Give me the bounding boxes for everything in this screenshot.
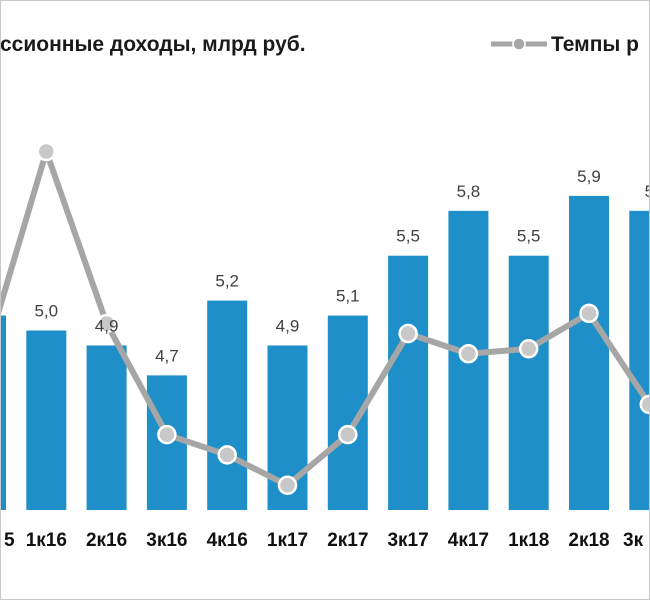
bar-1к18 xyxy=(508,255,549,510)
tick-label-3к16: 3к16 xyxy=(146,530,187,551)
tick-label-4к15: 5 xyxy=(4,530,15,551)
line-point-3к18 xyxy=(639,394,649,415)
growth-line xyxy=(1,148,649,489)
line-point-2к18 xyxy=(579,303,599,324)
value-label-1к17: 4,9 xyxy=(276,316,300,335)
value-label-4к16: 5,2 xyxy=(215,272,239,291)
tick-label-2к18: 2к18 xyxy=(568,530,609,551)
tick-label-3к17: 3к17 xyxy=(387,530,428,551)
value-label-2к18: 5,9 xyxy=(577,167,601,186)
tick-label-1к18: 1к18 xyxy=(508,530,549,551)
tick-label-3к18: 3к xyxy=(623,530,644,551)
bar-2к16 xyxy=(86,345,127,510)
value-label-1к16: 5,0 xyxy=(34,302,58,321)
bar-1к16 xyxy=(26,330,67,510)
value-label-4к17: 5,8 xyxy=(457,182,481,201)
bar-3к17 xyxy=(388,255,429,510)
bar-4к16 xyxy=(207,300,248,510)
line-point-3к17 xyxy=(398,323,418,344)
labels-layer: 5,0 4,9 4,7 5,2 4,9 5,1 5,5 5,8 5,5 5,9 5 xyxy=(34,167,649,366)
value-label-3к17: 5,5 xyxy=(396,227,420,246)
bar-4к15 xyxy=(1,315,6,510)
tick-label-2к17: 2к17 xyxy=(327,530,368,551)
bar-2к18 xyxy=(569,195,609,510)
line-point-3к16 xyxy=(157,424,177,445)
tick-label-1к17: 1к17 xyxy=(267,530,308,551)
bar-3к18 xyxy=(629,210,649,511)
line-point-1к17 xyxy=(277,475,298,495)
line-point-1к16 xyxy=(36,141,57,162)
line-point-2к17 xyxy=(338,424,358,445)
line-point-1к18 xyxy=(518,338,539,359)
line-layer xyxy=(1,141,649,495)
line-point-4к17 xyxy=(458,344,479,364)
legend-line-label: Темпы р xyxy=(551,33,639,56)
value-label-1к18: 5,5 xyxy=(517,227,541,246)
tick-label-4к17: 4к17 xyxy=(448,530,489,551)
value-label-3к18: 5 xyxy=(645,182,649,201)
legend: ссионные доходы, млрд руб. Темпы р xyxy=(1,33,639,56)
line-point-4к16 xyxy=(217,445,237,465)
line-point-2к16 xyxy=(96,313,117,334)
legend-bar-label: ссионные доходы, млрд руб. xyxy=(1,33,306,56)
tick-label-2к16: 2к16 xyxy=(86,530,127,551)
value-label-2к16: 4,9 xyxy=(95,316,119,335)
tick-label-1к16: 1к16 xyxy=(26,530,67,551)
legend-line-marker xyxy=(512,37,526,51)
value-label-3к16: 4,7 xyxy=(155,346,179,365)
bars-layer xyxy=(1,195,649,511)
tick-label-4к16: 4к16 xyxy=(207,530,248,551)
ticks-layer: 5 1к16 2к16 3к16 4к16 1к17 2к17 3к17 4к17 1к18 2к1… xyxy=(4,530,644,551)
value-label-2к17: 5,1 xyxy=(336,287,360,306)
